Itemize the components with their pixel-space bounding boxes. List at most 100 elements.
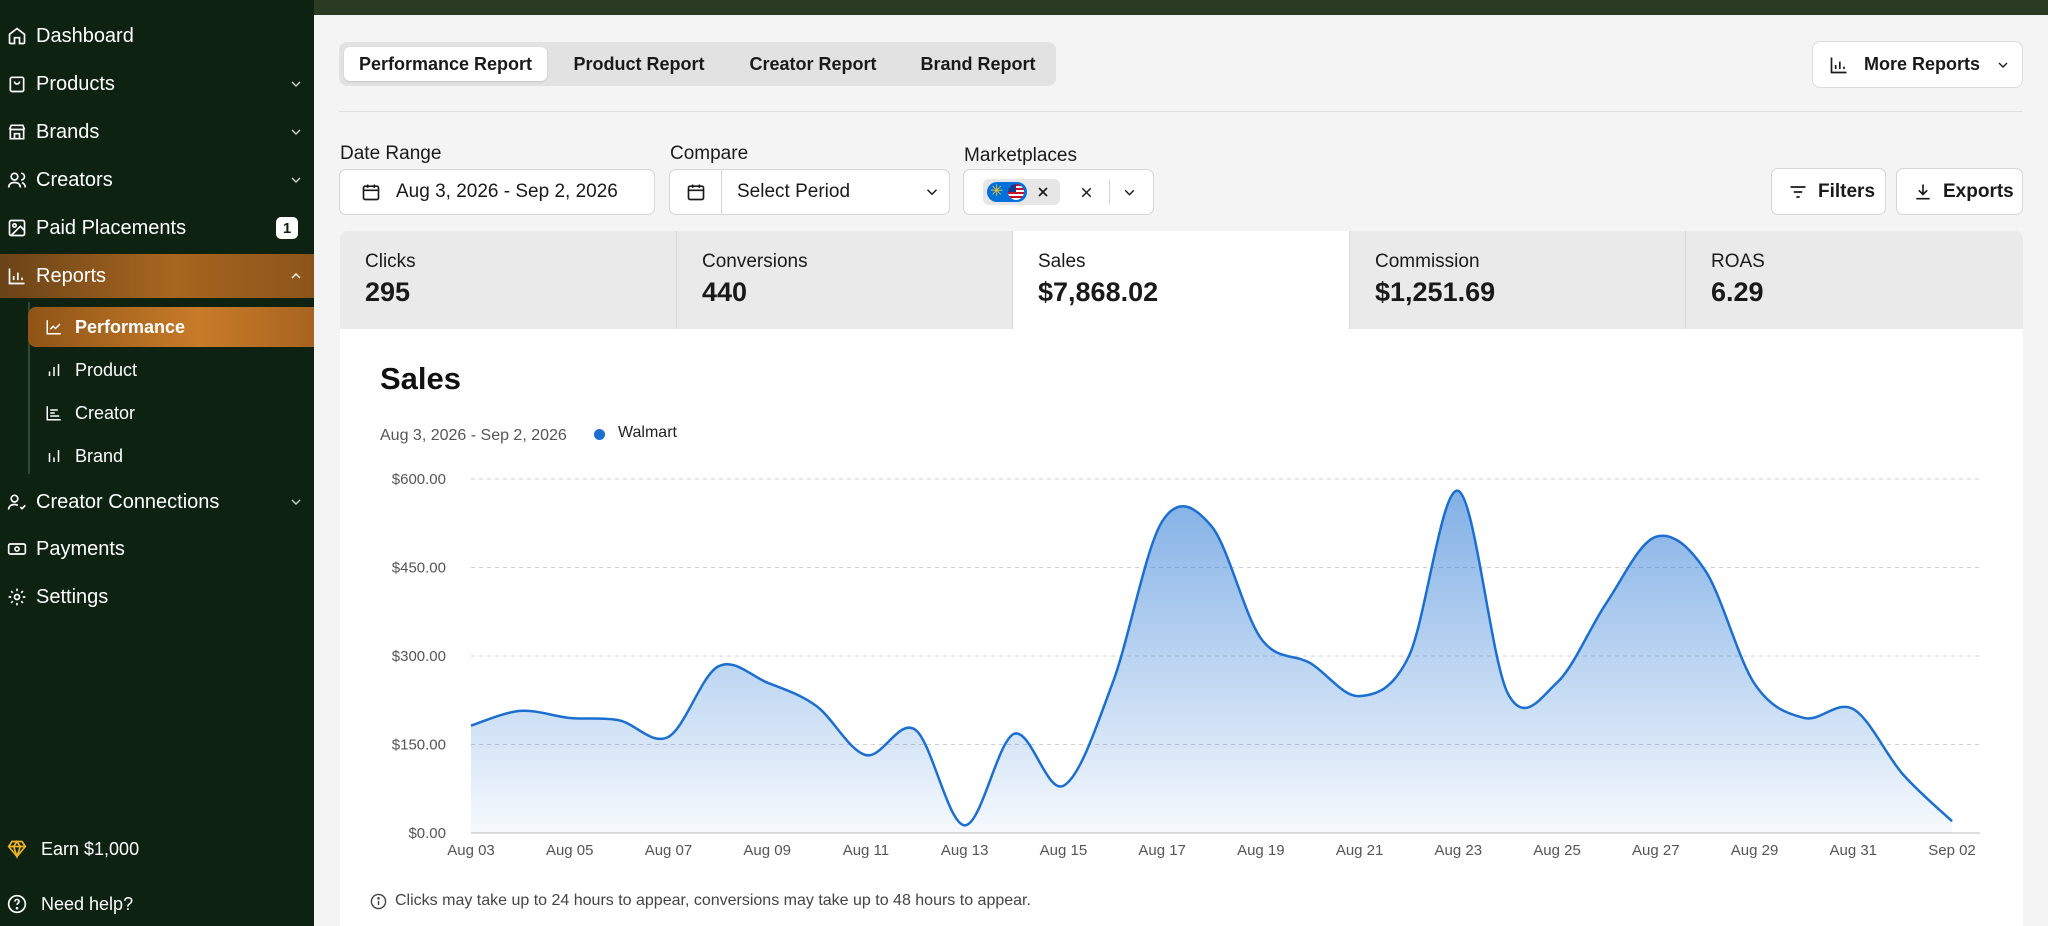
x-tick-label: Aug 15 [1040,842,1088,859]
x-tick-label: Aug 23 [1435,842,1483,859]
x-tick-label: Aug 27 [1632,842,1680,859]
calendar-icon [687,184,705,201]
date-range-label: Date Range [340,143,442,164]
sidebar-item-brands[interactable]: Brands [0,110,314,154]
sidebar-subitem-creator[interactable]: Creator [28,393,314,433]
y-tick-label: $150.00 [392,737,446,754]
date-range-picker[interactable]: Aug 3, 2026 - Sep 2, 2026 [339,169,655,215]
submenu-guide-line [28,302,30,474]
tab-brand-report[interactable]: Brand Report [920,53,1036,74]
x-tick-label: Sep 02 [1928,842,1976,859]
x-tick-label: Aug 19 [1237,842,1285,859]
sales-area-chart[interactable]: $0.00 $150.00 $300.00 $450.00 $600.00 Aug 03… [340,329,2023,869]
sales-chart-card: Sales Aug 3, 2026 - Sep 2, 2026 Walmart … [340,329,2023,926]
metric-label: Commission [1375,251,1480,272]
sidebar-item-payments[interactable]: Payments [0,527,314,571]
x-tick-label: Aug 13 [941,842,989,859]
sidebar-subitem-label: Creator [75,402,136,423]
sidebar-item-label: Brands [36,120,100,143]
tab-performance-report[interactable]: Performance Report [344,47,547,81]
sidebar-subitem-label: Performance [75,316,186,337]
exports-button-label: Exports [1943,180,2014,202]
compare-label: Compare [670,143,749,164]
help-circle-icon [6,893,28,915]
walmart-logo-icon: ✳ [987,182,1027,202]
chevron-down-icon [291,177,301,183]
x-tick-label: Aug 05 [546,842,594,859]
exports-button[interactable]: Exports [1896,168,2023,215]
chevron-down-icon [926,189,938,196]
y-tick-label: $450.00 [392,560,446,577]
y-tick-label: $300.00 [392,648,446,665]
sidebar-subitem-label: Brand [75,445,124,466]
legend-marker [594,429,605,440]
sidebar-item-products[interactable]: Products [0,62,314,106]
sidebar-item-paid-placements[interactable]: Paid Placements 1 [0,206,314,250]
metric-card-sales[interactable]: Sales $7,868.02 [1013,231,1350,329]
users-icon [6,169,28,191]
divider [721,170,722,214]
calendar-icon [362,184,380,201]
metric-card-clicks[interactable]: Clicks 295 [340,231,677,329]
marketplace-chip-walmart-us[interactable]: ✳ [983,179,1060,205]
more-reports-label: More Reports [1864,54,1981,74]
chevron-down-icon [1998,62,2008,68]
sidebar-subitem-product[interactable]: Product [28,350,314,390]
metric-card-conversions[interactable]: Conversions 440 [677,231,1013,329]
metric-label: ROAS [1711,251,1765,272]
sidebar-subitem-performance[interactable]: Performance [28,307,314,347]
metric-value: $1,251.69 [1375,277,1496,307]
sidebar-subitem-brand[interactable]: Brand [28,436,314,476]
x-tick-label: Aug 21 [1336,842,1384,859]
download-icon [1916,184,1930,199]
tab-product-report[interactable]: Product Report [573,53,705,74]
banknote-icon [6,538,28,560]
legend-label[interactable]: Walmart [618,424,677,441]
metric-label: Sales [1038,251,1086,272]
sidebar-item-label: Settings [36,585,109,608]
sidebar-item-label: Creator Connections [36,490,220,513]
home-icon [6,25,28,47]
tab-creator-report[interactable]: Creator Report [749,53,877,74]
sidebar-item-label: Creators [36,168,113,191]
sidebar-item-reports[interactable]: Reports [0,254,314,298]
metric-cards: Clicks 295 Conversions 440 Sales $7,868.… [340,231,2023,329]
marketplaces-label: Marketplaces [964,145,1077,166]
metric-card-roas[interactable]: ROAS 6.29 [1686,231,2023,329]
earn-referral-link[interactable]: Earn $1,000 [0,827,314,871]
marketplaces-select[interactable]: ✳ [963,169,1154,215]
sidebar-item-dashboard[interactable]: Dashboard [0,14,314,58]
gear-icon [6,586,28,608]
metric-label: Conversions [702,251,808,272]
remove-chip-icon[interactable] [1035,184,1051,200]
sidebar-item-creators[interactable]: Creators [0,158,314,202]
series-area-walmart [471,490,1952,833]
clear-icon[interactable] [1078,184,1095,201]
divider [1109,180,1110,204]
filters-button[interactable]: Filters [1771,168,1886,215]
compare-period-value: Select Period [737,181,851,202]
chevron-up-icon [291,273,301,279]
chevron-down-icon[interactable] [1121,184,1138,201]
metric-value: 295 [365,277,411,307]
help-label: Need help? [41,893,134,914]
info-icon [370,893,387,910]
metric-card-commission[interactable]: Commission $1,251.69 [1350,231,1686,329]
x-tick-label: Aug 25 [1533,842,1581,859]
compare-period-select[interactable]: Select Period [669,169,950,215]
date-range-value: Aug 3, 2026 - Sep 2, 2026 [396,181,618,202]
diamond-icon [6,838,28,860]
y-tick-label: $0.00 [408,825,446,842]
chart-date-range: Aug 3, 2026 - Sep 2, 2026 [380,427,567,444]
sidebar-item-label: Payments [36,537,125,560]
help-link[interactable]: Need help? [0,882,314,926]
count-badge: 1 [276,217,298,239]
sidebar-item-settings[interactable]: Settings [0,575,314,619]
series-line-walmart [470,489,1953,827]
more-reports-button[interactable]: More Reports [1812,41,2023,88]
shopping-bag-icon [6,73,28,95]
data-latency-note: Clicks may take up to 24 hours to appear… [395,892,1031,909]
y-tick-label: $600.00 [392,471,446,488]
chart-title: Sales [380,361,462,396]
sidebar-item-creator-connections[interactable]: Creator Connections [0,480,314,524]
